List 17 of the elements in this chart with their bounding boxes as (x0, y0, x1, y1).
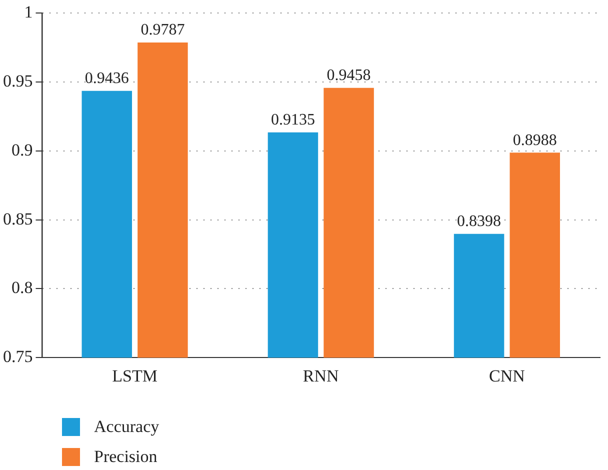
y-tick-label: 0.8 (12, 278, 33, 298)
data-label: 0.8988 (512, 132, 557, 149)
y-tick-label: 0.95 (3, 72, 33, 91)
x-tick-label: LSTM (112, 366, 158, 386)
y-tick-label: 1 (24, 2, 33, 22)
data-label: 0.9135 (270, 112, 315, 129)
y-tick-label: 0.85 (3, 209, 33, 228)
data-label: 0.9787 (140, 22, 185, 39)
y-tick-label: 0.75 (3, 347, 33, 366)
x-tick-label: RNN (302, 366, 339, 386)
data-label: 0.9436 (84, 70, 129, 88)
legend-label: Precision (94, 447, 158, 467)
data-label: 0.8398 (457, 213, 502, 230)
x-tick-label: CNN (489, 366, 525, 386)
legend-label: Accuracy (94, 417, 160, 437)
y-tick-label: 0.9 (12, 140, 33, 160)
data-label: 0.9458 (326, 67, 371, 84)
